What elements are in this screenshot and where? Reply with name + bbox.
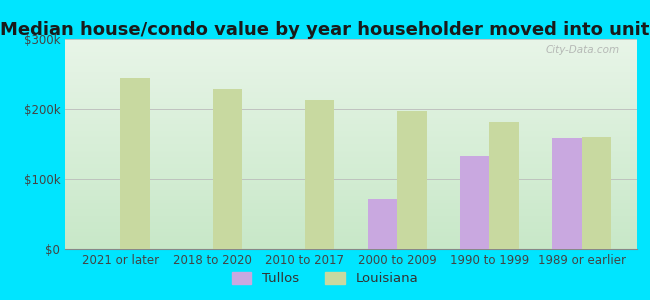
Bar (582, 137, 611, 249)
Bar (120, 77, 150, 249)
Bar (489, 122, 519, 249)
Bar (213, 89, 242, 249)
Bar (552, 138, 582, 249)
Bar (460, 156, 489, 249)
Legend: Tullos, Louisiana: Tullos, Louisiana (226, 266, 424, 290)
Bar (368, 199, 397, 249)
Bar (397, 111, 426, 249)
Text: City-Data.com: City-Data.com (546, 45, 620, 55)
Text: Median house/condo value by year householder moved into unit: Median house/condo value by year househo… (0, 21, 650, 39)
Bar (305, 100, 334, 249)
